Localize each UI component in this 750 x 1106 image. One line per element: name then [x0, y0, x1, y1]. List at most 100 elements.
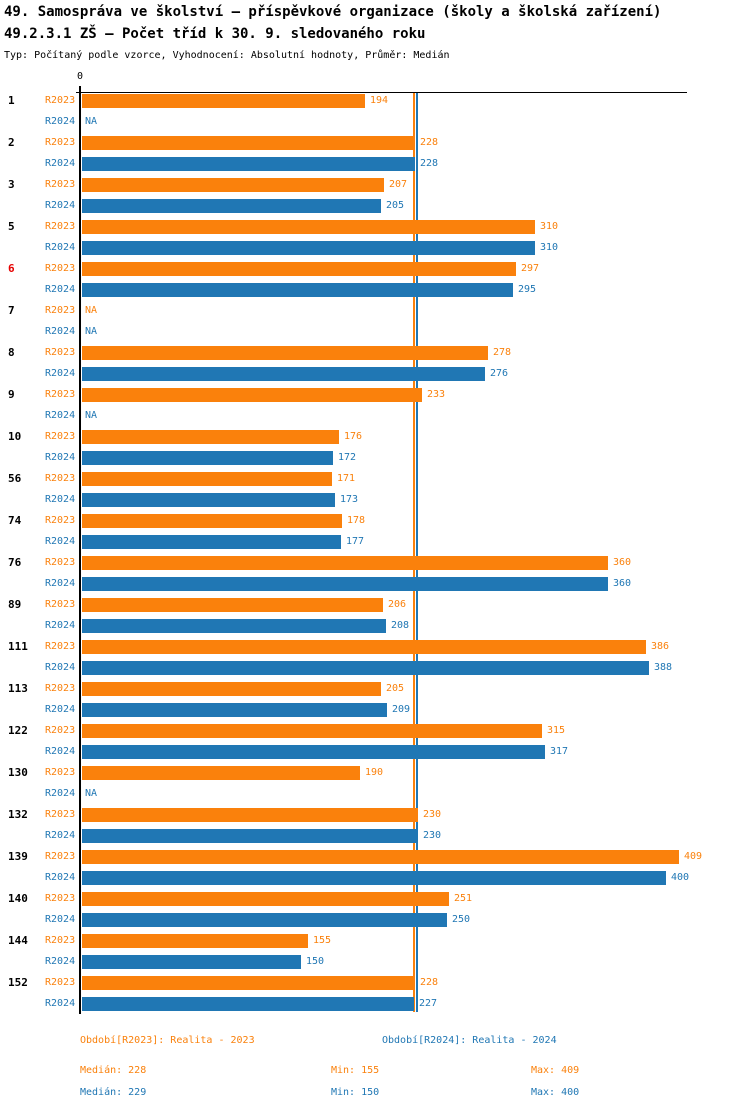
bar-r2023-122 — [82, 724, 542, 738]
na-label-r2023: NA — [85, 305, 98, 316]
series-row-label-r2024: R2024 — [45, 956, 76, 967]
bar-r2024-74 — [82, 535, 341, 549]
series-row-label-r2024: R2024 — [45, 872, 76, 883]
series-row-label-r2023: R2023 — [45, 221, 76, 232]
bar-value-label: 209 — [392, 704, 411, 715]
stat-min-r2023: Min: 155 — [331, 1065, 380, 1076]
series-row-label-r2023: R2023 — [45, 599, 76, 610]
series-row-label-r2024: R2024 — [45, 158, 76, 169]
bar-r2024-76 — [82, 577, 608, 591]
series-row-label-r2023: R2023 — [45, 95, 76, 106]
series-row-label-r2024: R2024 — [45, 578, 76, 589]
bar-r2024-111 — [82, 661, 649, 675]
bar-r2023-6 — [82, 262, 516, 276]
series-row-label-r2023: R2023 — [45, 809, 76, 820]
bar-r2024-5 — [82, 241, 535, 255]
bar-r2024-113 — [82, 703, 387, 717]
series-row-label-r2024: R2024 — [45, 368, 76, 379]
median-line-r2023 — [413, 92, 415, 1012]
bar-r2024-3 — [82, 199, 381, 213]
bar-r2024-140 — [82, 913, 447, 927]
x-axis-zero-label: 0 — [76, 71, 84, 82]
bar-r2024-152 — [82, 997, 414, 1011]
bar-r2023-113 — [82, 682, 381, 696]
series-row-label-r2024: R2024 — [45, 326, 76, 337]
series-row-label-r2024: R2024 — [45, 746, 76, 757]
bar-value-label: 173 — [340, 494, 359, 505]
series-row-label-r2023: R2023 — [45, 179, 76, 190]
category-label: 89 — [8, 598, 22, 611]
category-label: 132 — [8, 808, 28, 821]
na-label-r2024: NA — [85, 326, 98, 337]
bar-value-label: 230 — [423, 830, 442, 841]
bar-r2024-122 — [82, 745, 545, 759]
bar-value-label: 206 — [388, 599, 407, 610]
series-row-label-r2023: R2023 — [45, 767, 76, 778]
bar-r2023-144 — [82, 934, 308, 948]
series-row-label-r2023: R2023 — [45, 305, 76, 316]
category-label: 111 — [8, 640, 28, 653]
series-row-label-r2023: R2023 — [45, 263, 76, 274]
bar-value-label: 171 — [337, 473, 356, 484]
y-axis-line — [79, 86, 81, 1014]
category-label: 5 — [8, 220, 15, 233]
bar-value-label: 205 — [386, 683, 405, 694]
page-title: 49. Samospráva ve školství – příspěvkové… — [4, 4, 662, 20]
bar-r2024-8 — [82, 367, 485, 381]
series-row-label-r2023: R2023 — [45, 725, 76, 736]
na-label-r2024: NA — [85, 116, 98, 127]
median-line-r2024 — [416, 92, 418, 1012]
series-row-label-r2023: R2023 — [45, 137, 76, 148]
bar-value-label: 228 — [420, 977, 439, 988]
na-label-r2024: NA — [85, 788, 98, 799]
bar-value-label: 251 — [454, 893, 473, 904]
bar-value-label: 233 — [427, 389, 446, 400]
series-row-label-r2024: R2024 — [45, 620, 76, 631]
series-row-label-r2024: R2024 — [45, 284, 76, 295]
bar-r2023-89 — [82, 598, 383, 612]
series-row-label-r2023: R2023 — [45, 557, 76, 568]
bar-value-label: 360 — [613, 578, 632, 589]
stat-max-r2024: Max: 400 — [531, 1087, 580, 1098]
category-label: 8 — [8, 346, 15, 359]
bar-value-label: 150 — [306, 956, 325, 967]
category-label: 139 — [8, 850, 28, 863]
bar-r2023-8 — [82, 346, 488, 360]
series-row-label-r2024: R2024 — [45, 116, 76, 127]
bar-value-label: 227 — [419, 998, 438, 1009]
category-label: 6 — [8, 262, 15, 275]
bar-r2023-152 — [82, 976, 415, 990]
bar-value-label: 276 — [490, 368, 509, 379]
bar-r2024-144 — [82, 955, 301, 969]
bar-r2023-74 — [82, 514, 342, 528]
legend-r2023: Období[R2023]: Realita - 2023 — [80, 1035, 255, 1046]
category-label: 113 — [8, 682, 28, 695]
bar-r2023-3 — [82, 178, 384, 192]
series-row-label-r2023: R2023 — [45, 851, 76, 862]
bar-r2023-56 — [82, 472, 332, 486]
series-row-label-r2023: R2023 — [45, 641, 76, 652]
category-label: 7 — [8, 304, 15, 317]
bar-r2023-1 — [82, 94, 365, 108]
plot-area: 0 1 R2023 194 R2024 NA 2 R2023 228 R2024 228 3 R2023… — [8, 71, 703, 1014]
bar-value-label: 388 — [654, 662, 673, 673]
bar-value-label: 409 — [684, 851, 703, 862]
category-label: 144 — [8, 934, 28, 947]
category-label: 74 — [8, 514, 22, 527]
series-row-label-r2023: R2023 — [45, 431, 76, 442]
bar-value-label: 250 — [452, 914, 471, 925]
series-row-label-r2023: R2023 — [45, 977, 76, 988]
series-row-label-r2024: R2024 — [45, 704, 76, 715]
bar-value-label: 230 — [423, 809, 442, 820]
series-row-label-r2024: R2024 — [45, 914, 76, 925]
bar-r2023-2 — [82, 136, 415, 150]
series-row-label-r2023: R2023 — [45, 515, 76, 526]
category-label: 76 — [8, 556, 22, 569]
bar-value-label: 310 — [540, 221, 559, 232]
bar-value-label: 194 — [370, 95, 389, 106]
category-label: 122 — [8, 724, 28, 737]
bar-r2023-76 — [82, 556, 608, 570]
bar-value-label: 295 — [518, 284, 537, 295]
series-row-label-r2023: R2023 — [45, 893, 76, 904]
page-subtitle: 49.2.3.1 ZŠ – Počet tříd k 30. 9. sledov… — [4, 26, 426, 42]
